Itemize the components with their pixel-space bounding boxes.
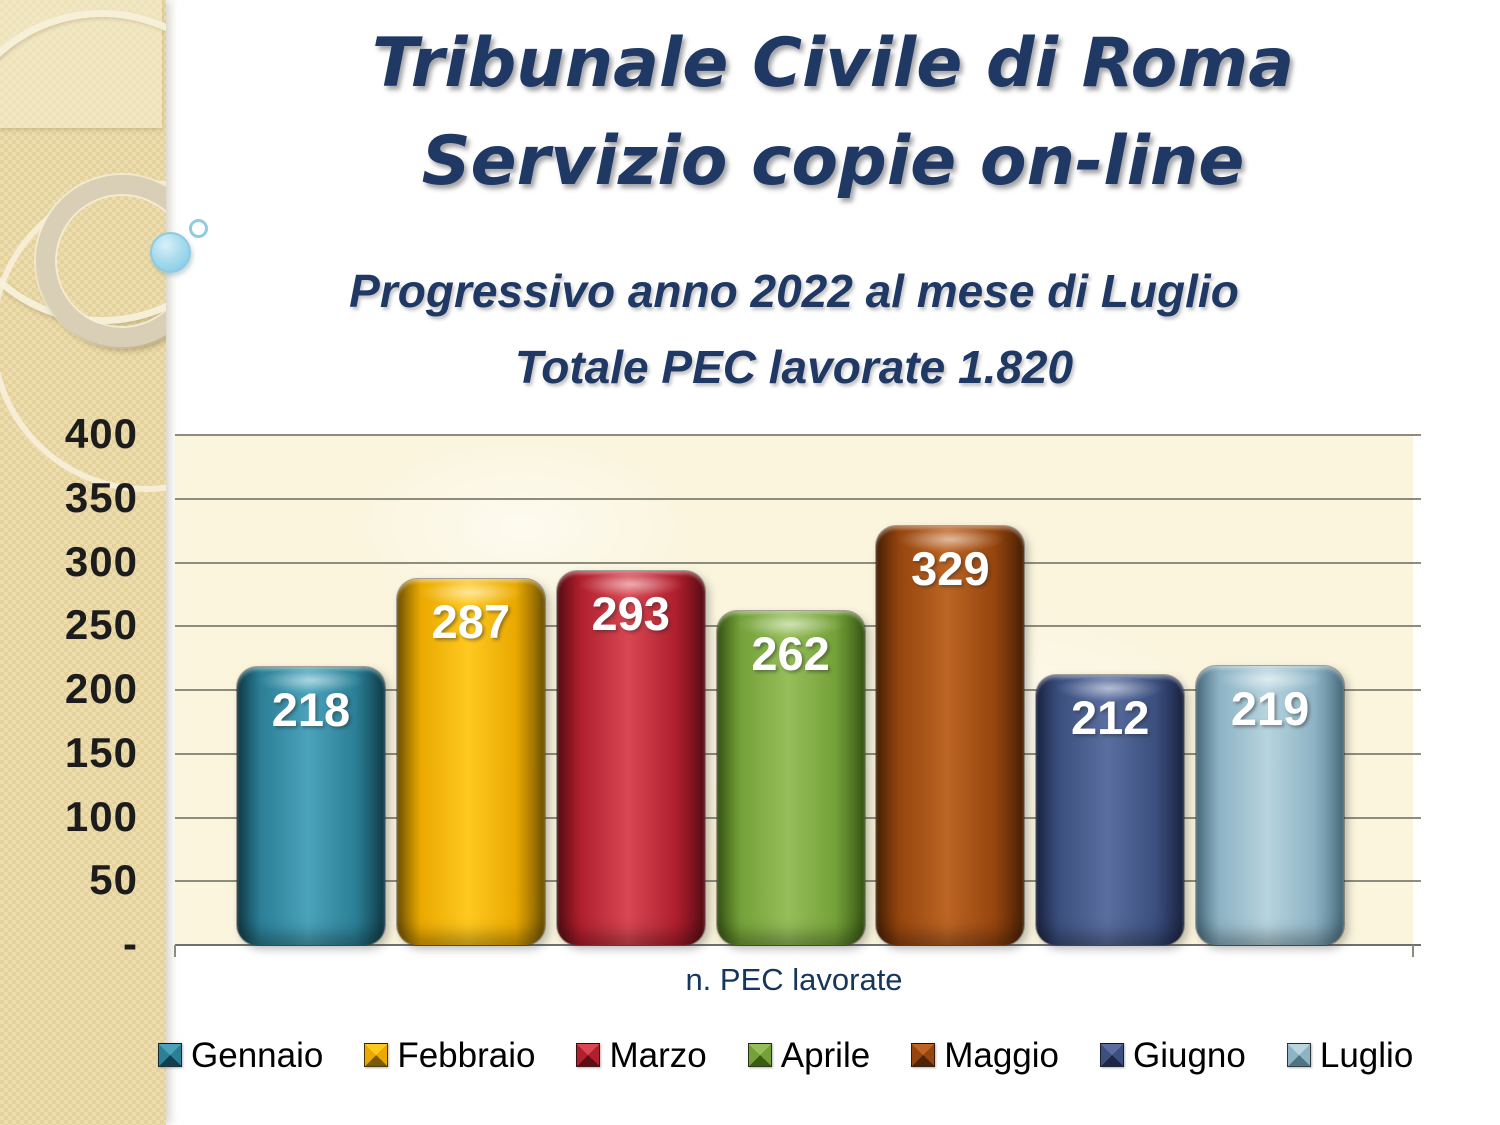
legend-swatch-icon: [1100, 1043, 1124, 1067]
bar-gennaio: 218: [237, 667, 385, 945]
bar-aprile: 262: [716, 610, 865, 945]
y-axis-tick-label: 400: [64, 410, 138, 457]
slide-subtitle-line1: Progressivo anno 2022 al mese di Luglio: [349, 265, 1239, 317]
slide-title-line1: Tribunale Civile di Roma: [371, 24, 1295, 103]
bar-value-label: 219: [1230, 681, 1310, 735]
legend-swatch-icon: [747, 1043, 772, 1067]
bar-luglio: 219: [1196, 665, 1345, 945]
bar-value-label: 218: [271, 683, 351, 737]
gridline: [175, 944, 1421, 946]
y-axis-tick-label: 200: [64, 665, 138, 712]
gridline: [175, 561, 1421, 564]
legend-label: Marzo: [609, 1035, 707, 1075]
bar-value-label: 212: [1071, 690, 1150, 744]
legend-item-luglio: Luglio: [1286, 1035, 1414, 1075]
decorative-bubble-small-icon: [189, 219, 208, 238]
slide-title-line2: Servizio copie on-line: [421, 122, 1245, 201]
legend-item-marzo: Marzo: [576, 1035, 707, 1075]
legend-label: Aprile: [780, 1035, 871, 1075]
legend-label: Giugno: [1133, 1035, 1246, 1075]
bar-value-label: 287: [431, 595, 511, 649]
y-axis-tick-label: 100: [64, 792, 138, 840]
bar-value-label: 329: [911, 541, 990, 595]
legend-item-giugno: Giugno: [1100, 1038, 1246, 1073]
axis-tick: [174, 945, 176, 957]
legend-label: Luglio: [1319, 1035, 1414, 1075]
y-axis-tick-label: 50: [89, 856, 138, 904]
legend-label: Maggio: [944, 1035, 1059, 1075]
axis-tick: [1412, 945, 1414, 957]
legend-item-aprile: Aprile: [747, 1035, 871, 1075]
bar-marzo: 293: [556, 571, 705, 945]
y-axis-tick-label: 150: [64, 728, 138, 776]
legend-item-gennaio: Gennaio: [158, 1038, 323, 1073]
legend-swatch-icon: [158, 1043, 182, 1067]
legend-item-maggio: Maggio: [911, 1038, 1059, 1073]
y-axis-tick-label: -: [123, 920, 138, 967]
gridline: [175, 497, 1421, 500]
x-axis-title: n. PEC lavorate: [685, 962, 903, 997]
bar-value-label: 262: [751, 626, 830, 680]
legend-label: Febbraio: [397, 1035, 536, 1075]
bar-value-label: 293: [591, 587, 670, 641]
sidebar-decoration: [0, 0, 166, 1125]
legend-label: Gennaio: [191, 1035, 324, 1075]
y-axis-tick-label: 300: [64, 537, 138, 585]
legend-swatch-icon: [364, 1043, 389, 1067]
bar-maggio: 329: [876, 525, 1025, 945]
decorative-bubble-icon: [150, 232, 191, 273]
slide-subtitle-line2: Totale PEC lavorate 1.820: [514, 341, 1074, 393]
legend-swatch-icon: [1286, 1043, 1311, 1067]
bar-febbraio: 287: [396, 579, 545, 945]
y-axis-tick-label: 350: [64, 473, 138, 521]
gridline: [175, 434, 1421, 436]
legend-swatch-icon: [576, 1043, 601, 1067]
legend-item-febbraio: Febbraio: [364, 1038, 535, 1073]
bar-giugno: 212: [1036, 674, 1185, 945]
chart-legend: Gennaio Febbraio Marzo Aprile Maggio Giugno Lu…: [158, 1032, 1413, 1078]
legend-swatch-icon: [911, 1043, 936, 1067]
y-axis-tick-label: 250: [64, 601, 138, 649]
